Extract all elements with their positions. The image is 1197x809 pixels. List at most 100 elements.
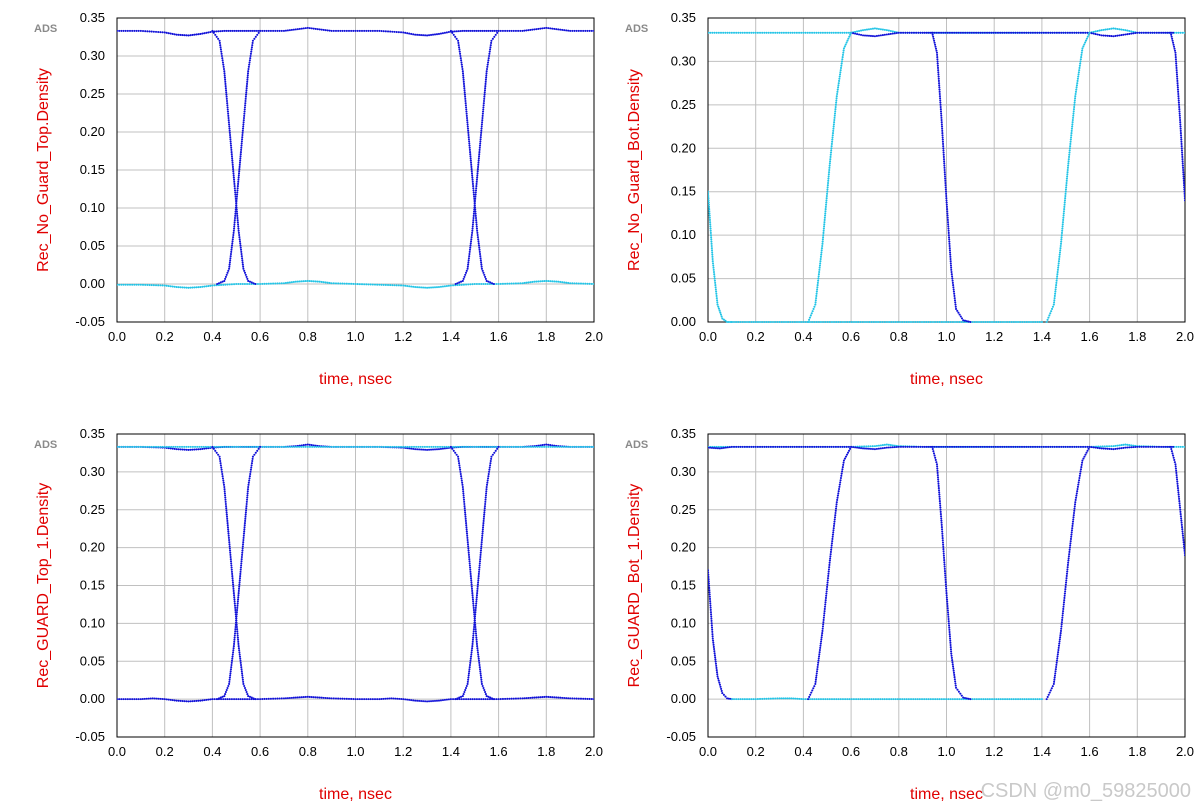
- y-tick-label: 0.20: [80, 540, 105, 555]
- data-point: [1066, 166, 1069, 169]
- data-point: [551, 445, 554, 448]
- data-point: [231, 575, 234, 578]
- data-point: [830, 142, 833, 145]
- data-point: [278, 697, 281, 700]
- data-point: [1053, 301, 1056, 304]
- data-point: [472, 602, 475, 605]
- data-point: [428, 445, 431, 448]
- data-point: [936, 698, 939, 701]
- data-point: [711, 260, 714, 263]
- data-point: [795, 31, 798, 34]
- data-point: [207, 445, 210, 448]
- data-point: [235, 29, 238, 32]
- data-point: [233, 185, 236, 188]
- data-point: [465, 524, 468, 527]
- data-point: [745, 320, 749, 324]
- data-point: [464, 513, 467, 516]
- data-point: [724, 695, 727, 698]
- data-point: [469, 575, 472, 578]
- data-point: [458, 48, 461, 51]
- data-point: [716, 447, 719, 450]
- data-point: [296, 696, 299, 699]
- data-point: [559, 696, 562, 699]
- data-point: [326, 29, 329, 32]
- data-point: [883, 446, 886, 449]
- data-point: [467, 547, 470, 550]
- data-point: [468, 663, 472, 667]
- data-point: [1155, 31, 1158, 34]
- data-point: [144, 445, 147, 448]
- data-point: [474, 197, 477, 200]
- data-point: [234, 210, 237, 213]
- data-point: [815, 290, 818, 293]
- data-point: [172, 445, 175, 448]
- data-point: [235, 445, 238, 448]
- data-point: [230, 248, 233, 251]
- data-point: [1181, 530, 1184, 533]
- data-point: [809, 693, 812, 696]
- data-point: [234, 193, 237, 196]
- data-point: [938, 698, 941, 701]
- data-point: [710, 624, 713, 627]
- data-point: [504, 445, 507, 448]
- data-point: [854, 32, 857, 35]
- chart-bottom-left: 0.0 0.2 0.4 0.6 0.8 1.0 1.2 1.4 1.6 1.8 2.0-0.050.…: [34, 426, 603, 803]
- data-point: [229, 136, 232, 139]
- data-point: [482, 524, 485, 527]
- data-point: [215, 445, 218, 448]
- data-point: [1182, 175, 1185, 178]
- data-point: [1068, 153, 1071, 156]
- data-point: [477, 653, 480, 656]
- data-point: [1171, 37, 1174, 40]
- data-point: [945, 203, 948, 206]
- data-point: [942, 548, 945, 551]
- data-point: [203, 32, 206, 35]
- data-point: [907, 320, 910, 324]
- data-point: [243, 110, 246, 113]
- data-point: [360, 29, 364, 32]
- data-point: [233, 634, 236, 637]
- data-point: [949, 637, 952, 640]
- data-point: [1068, 31, 1071, 34]
- data-point: [715, 290, 718, 293]
- data-point: [582, 282, 585, 285]
- data-point: [269, 29, 272, 32]
- data-point: [472, 191, 475, 194]
- data-point: [314, 696, 317, 699]
- data-point: [280, 29, 283, 32]
- data-point: [234, 606, 237, 609]
- data-point: [479, 140, 482, 143]
- data-point: [217, 282, 221, 285]
- data-point: [126, 283, 129, 286]
- data-point: [863, 320, 866, 324]
- data-point: [752, 320, 755, 324]
- data-point: [469, 283, 472, 286]
- data-point: [1072, 112, 1075, 115]
- data-point: [254, 451, 257, 454]
- data-point: [358, 283, 361, 286]
- data-point: [540, 445, 544, 448]
- data-point: [1179, 445, 1182, 448]
- data-point: [1069, 136, 1073, 139]
- data-point: [938, 495, 941, 498]
- data-point: [815, 294, 818, 297]
- data-point: [1003, 320, 1007, 324]
- data-point: [1064, 197, 1067, 200]
- data-point: [1075, 84, 1078, 87]
- data-point: [408, 32, 411, 35]
- data-point: [959, 445, 962, 448]
- data-point: [824, 601, 827, 604]
- data-point: [463, 87, 466, 90]
- data-point: [230, 666, 233, 669]
- data-point: [1040, 445, 1043, 448]
- data-point: [1033, 31, 1037, 34]
- data-point: [883, 698, 886, 701]
- data-point: [829, 550, 832, 554]
- data-point: [232, 589, 235, 593]
- data-point: [754, 445, 757, 448]
- data-point: [837, 320, 840, 324]
- data-point: [1055, 663, 1058, 666]
- data-point: [787, 445, 790, 448]
- data-point: [457, 30, 460, 33]
- data-point: [826, 192, 829, 195]
